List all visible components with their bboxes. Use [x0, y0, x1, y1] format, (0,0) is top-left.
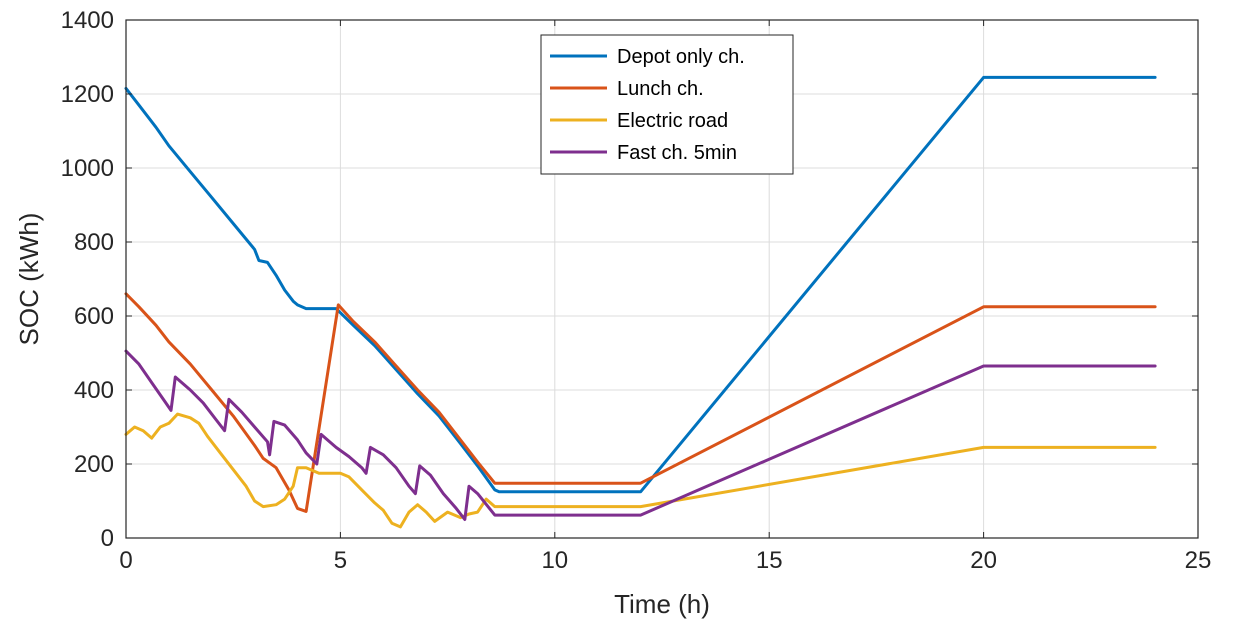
y-tick-label: 1400 [61, 7, 114, 34]
x-tick-label: 0 [119, 547, 132, 574]
y-tick-label: 200 [74, 451, 114, 478]
x-tick-label: 20 [970, 547, 997, 574]
x-tick-label: 25 [1185, 547, 1212, 574]
legend-label-1: Lunch ch. [617, 78, 704, 100]
series-line-0 [124, 75, 1157, 494]
x-tick-label: 5 [334, 547, 347, 574]
plot-area-frame [125, 19, 1199, 539]
legend: Depot only ch. Lunch ch. Electric road Fast… [540, 34, 794, 175]
y-tick-label: 0 [101, 525, 114, 552]
axis-ticks: 0 5 10 15 20 25 0 200 400 600 800 1000 1200 1400 [61, 7, 1212, 574]
x-tick-label: 15 [756, 547, 783, 574]
y-tick-label: 600 [74, 303, 114, 330]
series-line-1 [124, 292, 1157, 513]
x-axis-label: Time (h) [614, 589, 710, 619]
y-tick-label: 1000 [61, 155, 114, 182]
y-axis-label: SOC (kWh) [14, 213, 44, 346]
legend-label-2: Electric road [617, 110, 728, 132]
y-tick-label: 400 [74, 377, 114, 404]
x-tick-label: 10 [541, 547, 568, 574]
y-tick-label: 1200 [61, 81, 114, 108]
y-tick-label: 800 [74, 229, 114, 256]
legend-label-3: Fast ch. 5min [617, 142, 737, 164]
series-layer [124, 75, 1157, 529]
legend-label-0: Depot only ch. [617, 46, 745, 68]
series-line-3 [124, 349, 1157, 521]
